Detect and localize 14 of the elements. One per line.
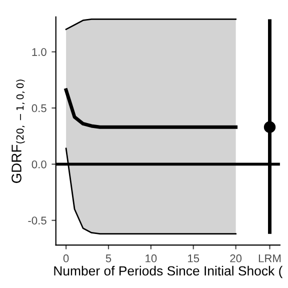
y-axis-title: GDRF$_{(20,−1,0,0)}$	[12, 80, 25, 183]
y-tick-label: -0.5	[28, 216, 46, 225]
x-tick-label: 20	[230, 254, 242, 262]
x-tick-label: 10	[146, 254, 157, 262]
x-tick-label: 15	[188, 254, 200, 262]
y-tick-label: 1.0	[32, 48, 46, 56]
x-axis-title: Number of Periods Since Initial Shock (	[54, 266, 283, 278]
x-tick-label: 0	[63, 254, 69, 262]
y-tick-label: 0.0	[32, 160, 46, 168]
y-tick-label: 0.5	[32, 104, 46, 112]
line-series	[64, 88, 238, 129]
x-tick-label: LRM	[258, 254, 281, 262]
line-series	[65, 18, 236, 30]
x-tick-label: 5	[106, 254, 112, 262]
